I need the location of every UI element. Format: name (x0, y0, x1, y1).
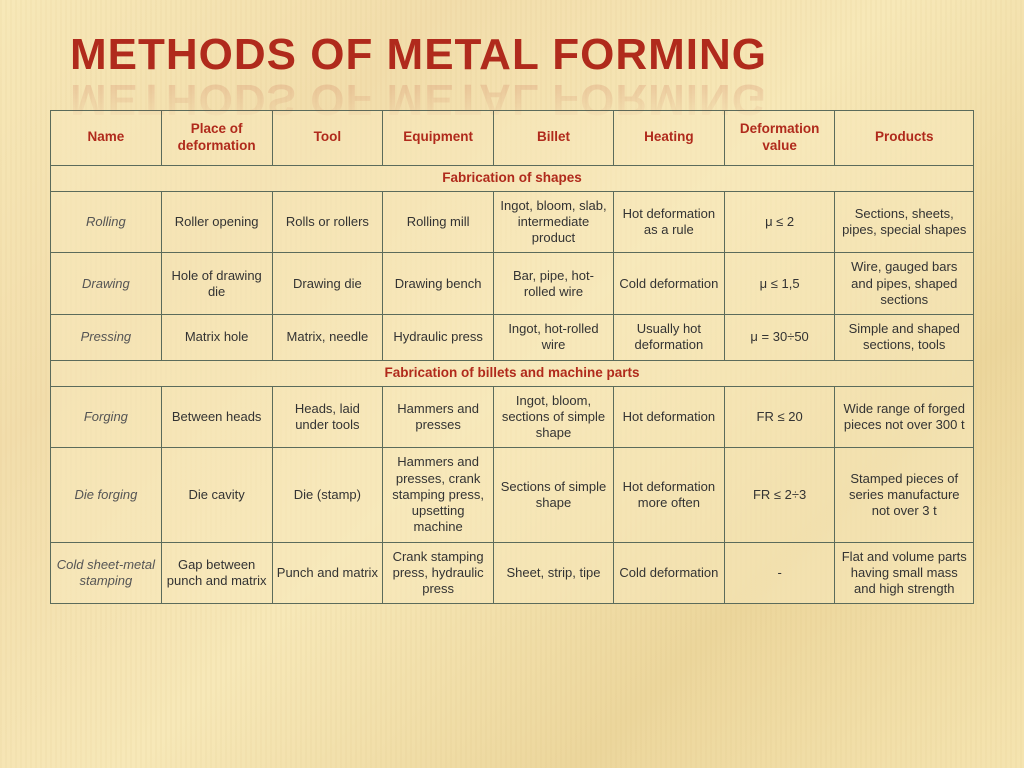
cell: Drawing die (272, 253, 383, 315)
table-body: Fabrication of shapes Rolling Roller ope… (51, 165, 974, 604)
cell: Ingot, bloom, slab, intermediate product (494, 191, 614, 253)
cell: Drawing bench (383, 253, 494, 315)
cell: Sections, sheets, pipes, special shapes (835, 191, 974, 253)
cell: Die (stamp) (272, 448, 383, 542)
section-label: Fabrication of shapes (51, 165, 974, 191)
cell: Die cavity (161, 448, 272, 542)
cell: Simple and shaped sections, tools (835, 315, 974, 361)
section-label: Fabrication of billets and machine parts (51, 360, 974, 386)
title-reflection: METHODS OF METAL FORMING (70, 74, 767, 124)
cell: Rolls or rollers (272, 191, 383, 253)
cell: Usually hot deformation (613, 315, 724, 361)
table-row: Rolling Roller opening Rolls or rollers … (51, 191, 974, 253)
cell: Ingot, bloom, sections of simple shape (494, 386, 614, 448)
cell: Sheet, strip, tipe (494, 542, 614, 604)
section-row: Fabrication of billets and machine parts (51, 360, 974, 386)
cell: Cold deformation (613, 253, 724, 315)
cell: Crank stamping press, hydraulic press (383, 542, 494, 604)
cell: Hot deformation more often (613, 448, 724, 542)
cell: Ingot, hot-rolled wire (494, 315, 614, 361)
cell: Flat and volume parts having small mass … (835, 542, 974, 604)
cell: Cold deformation (613, 542, 724, 604)
cell: Hole of drawing die (161, 253, 272, 315)
cell: Wide range of forged pieces not over 300… (835, 386, 974, 448)
table-row: Die forging Die cavity Die (stamp) Hamme… (51, 448, 974, 542)
cell: μ = 30÷50 (724, 315, 835, 361)
cell: Hot deformation as a rule (613, 191, 724, 253)
cell-name: Forging (51, 386, 162, 448)
cell: Stamped pieces of series manufacture not… (835, 448, 974, 542)
cell-name: Drawing (51, 253, 162, 315)
cell: μ ≤ 1,5 (724, 253, 835, 315)
cell: Bar, pipe, hot-rolled wire (494, 253, 614, 315)
cell: μ ≤ 2 (724, 191, 835, 253)
cell: Hot deformation (613, 386, 724, 448)
cell: Matrix hole (161, 315, 272, 361)
cell: Punch and matrix (272, 542, 383, 604)
table-row: Cold sheet-metal stamping Gap between pu… (51, 542, 974, 604)
cell: Hammers and presses (383, 386, 494, 448)
cell: Hydraulic press (383, 315, 494, 361)
section-row: Fabrication of shapes (51, 165, 974, 191)
cell: Matrix, needle (272, 315, 383, 361)
cell: Heads, laid under tools (272, 386, 383, 448)
page-title: METHODS OF METAL FORMING METHODS OF META… (70, 30, 974, 80)
cell: Sections of simple shape (494, 448, 614, 542)
cell-name: Cold sheet-metal stamping (51, 542, 162, 604)
cell-name: Pressing (51, 315, 162, 361)
table-row: Pressing Matrix hole Matrix, needle Hydr… (51, 315, 974, 361)
cell: - (724, 542, 835, 604)
methods-table: Name Place of deformation Tool Equipment… (50, 110, 974, 604)
slide: METHODS OF METAL FORMING METHODS OF META… (0, 0, 1024, 768)
cell-name: Rolling (51, 191, 162, 253)
cell: Roller opening (161, 191, 272, 253)
cell: Wire, gauged bars and pipes, shaped sect… (835, 253, 974, 315)
cell-name: Die forging (51, 448, 162, 542)
cell: FR ≤ 2÷3 (724, 448, 835, 542)
table-row: Drawing Hole of drawing die Drawing die … (51, 253, 974, 315)
cell: Hammers and presses, crank stamping pres… (383, 448, 494, 542)
cell: Between heads (161, 386, 272, 448)
cell: FR ≤ 20 (724, 386, 835, 448)
table-row: Forging Between heads Heads, laid under … (51, 386, 974, 448)
col-header: Products (835, 111, 974, 166)
cell: Rolling mill (383, 191, 494, 253)
cell: Gap between punch and matrix (161, 542, 272, 604)
title-text: METHODS OF METAL FORMING (70, 30, 767, 79)
